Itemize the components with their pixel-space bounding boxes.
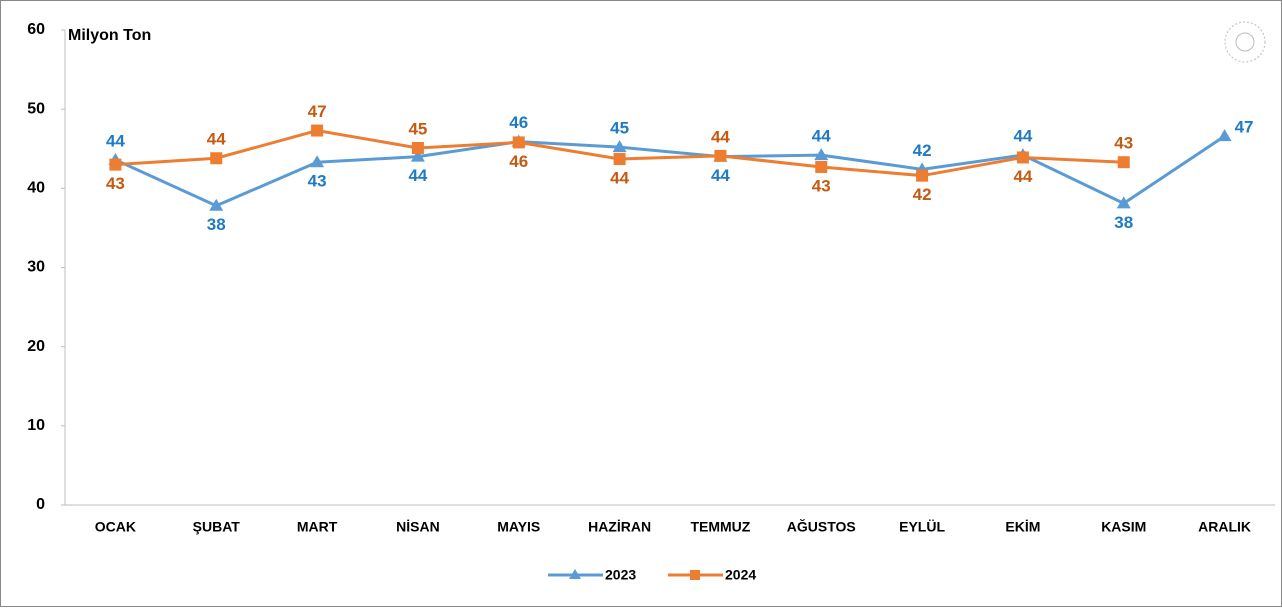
data-label: 44 (1013, 167, 1032, 186)
y-tick-label: 50 (27, 100, 45, 117)
data-label: 43 (308, 172, 327, 191)
data-label: 43 (812, 176, 831, 195)
emblem-core (1235, 32, 1255, 52)
marker (916, 169, 929, 182)
data-label: 43 (106, 174, 125, 193)
x-tick-label: TEMMUZ (690, 519, 750, 535)
legend-marker (569, 569, 581, 579)
data-label: 47 (308, 102, 327, 121)
data-label: 44 (812, 127, 831, 146)
marker (612, 140, 627, 153)
data-label: 46 (509, 113, 528, 132)
marker (512, 136, 525, 149)
x-tick-label: AĞUSTOS (787, 518, 856, 535)
marker (411, 141, 424, 154)
marker (109, 158, 122, 171)
y-tick-label: 60 (27, 21, 45, 38)
data-label: 38 (207, 215, 226, 234)
marker (310, 155, 325, 168)
y-tick-label: 0 (36, 496, 45, 513)
data-label: 44 (106, 131, 125, 150)
marker (311, 124, 324, 137)
marker (613, 153, 626, 166)
x-tick-label: HAZİRAN (588, 519, 651, 535)
x-tick-label: MAYIS (497, 519, 540, 535)
data-label: 44 (711, 127, 730, 146)
marker (815, 160, 828, 173)
x-tick-label: MART (297, 519, 338, 535)
data-label: 44 (1013, 127, 1032, 146)
data-label: 38 (1114, 213, 1133, 232)
marker (209, 198, 224, 211)
data-label: 42 (913, 141, 932, 160)
data-label: 47 (1235, 118, 1254, 137)
marker (210, 152, 223, 165)
legend-marker (690, 570, 700, 580)
y-tick-label: 40 (27, 180, 45, 197)
marker (814, 148, 829, 161)
marker (410, 149, 425, 162)
y-tick-label: 30 (27, 259, 45, 276)
data-label: 45 (610, 119, 629, 138)
legend-label: 2023 (605, 567, 636, 583)
y-tick-label: 20 (27, 338, 45, 355)
emblem (1224, 21, 1266, 63)
marker (714, 149, 727, 162)
data-label: 45 (408, 119, 427, 138)
series-line (114, 134, 1226, 208)
marker (1116, 196, 1131, 209)
y-axis-label: Milyon Ton (68, 27, 151, 44)
marker (1016, 151, 1029, 164)
x-tick-label: EKİM (1005, 519, 1040, 535)
data-label: 44 (207, 130, 226, 149)
data-label: 43 (1114, 134, 1133, 153)
marker (1117, 156, 1130, 169)
x-tick-label: ARALIK (1198, 519, 1251, 535)
marker (1217, 129, 1232, 142)
legend-label: 2024 (725, 567, 756, 583)
x-tick-label: KASIM (1101, 519, 1146, 535)
x-tick-label: OCAK (95, 519, 136, 535)
x-tick-label: EYLÜL (899, 519, 945, 535)
data-label: 44 (711, 166, 730, 185)
x-tick-label: NİSAN (396, 519, 440, 535)
data-label: 44 (408, 166, 427, 185)
data-label: 46 (509, 152, 528, 171)
data-label: 42 (913, 185, 932, 204)
data-label: 44 (610, 169, 629, 188)
y-tick-label: 10 (27, 417, 45, 434)
x-tick-label: ŞUBAT (193, 519, 241, 535)
